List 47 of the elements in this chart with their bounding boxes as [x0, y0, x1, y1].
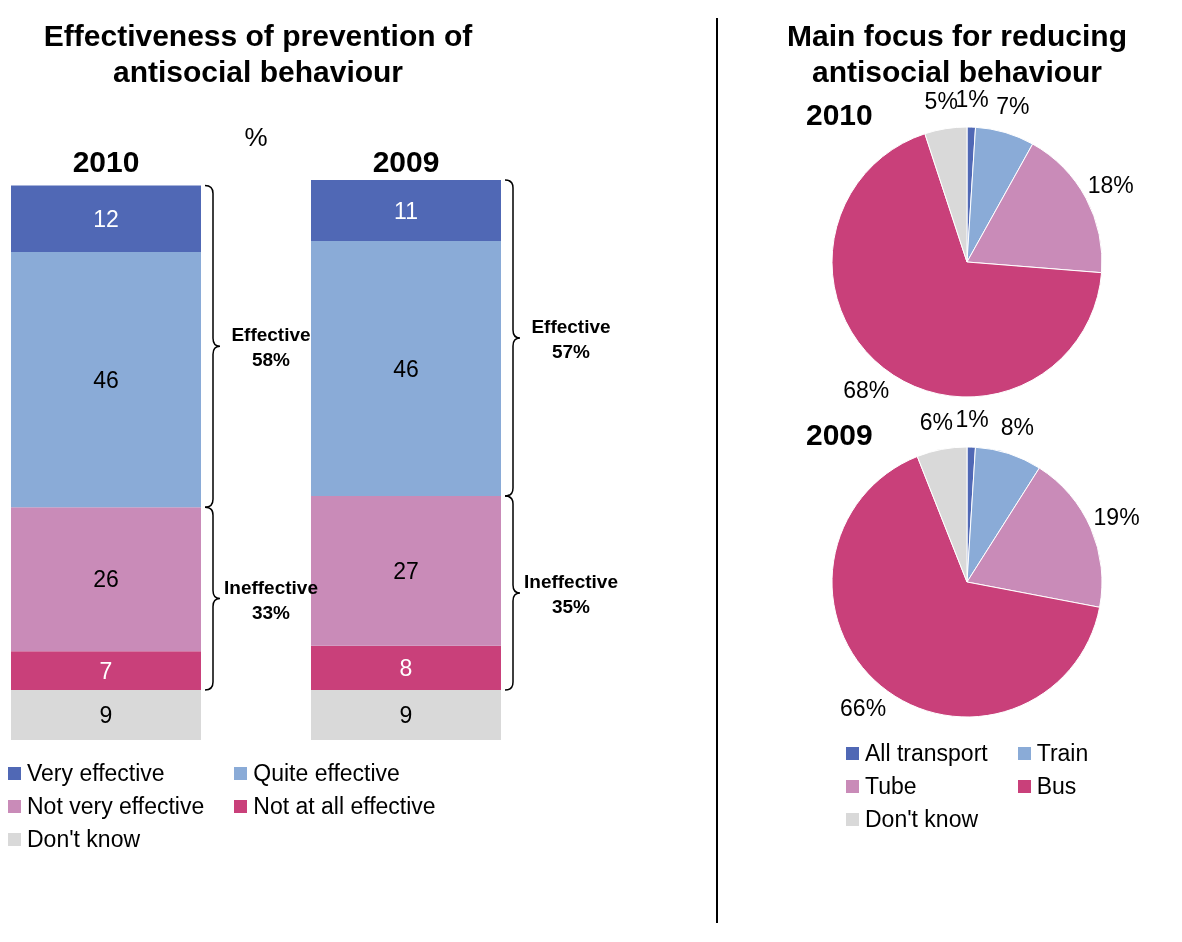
legend-label: Don't know: [865, 806, 979, 833]
bar: [311, 645, 501, 691]
text: %: [243, 122, 269, 153]
legend-label: Very effective: [27, 760, 165, 787]
legend-label: Not at all effective: [253, 793, 436, 820]
legend-label: Tube: [865, 773, 917, 800]
bar: [11, 507, 201, 652]
data-label: 5%: [924, 88, 958, 115]
data-label: 12: [93, 205, 119, 232]
annotation: Effective 57%: [531, 316, 611, 363]
legend-label: Train: [1036, 740, 1089, 767]
data-label: 68%: [843, 377, 890, 404]
data-label: 8: [399, 655, 413, 682]
bar: [11, 252, 201, 508]
annotation: Ineffective 35%: [524, 571, 618, 618]
bar: [11, 651, 201, 691]
data-label: 7: [99, 657, 113, 684]
bar: [311, 240, 501, 497]
legend-label: Not very effective: [27, 793, 205, 820]
legend-label: Quite effective: [253, 760, 400, 787]
data-label: 27: [393, 558, 419, 585]
data-label: 46: [393, 355, 419, 382]
data-label: 26: [93, 566, 119, 593]
data-label: 11: [394, 197, 418, 224]
annotation: Ineffective 33%: [224, 576, 318, 623]
data-label: 66%: [840, 694, 887, 721]
data-label: 7%: [996, 92, 1030, 119]
legend-label: Don't know: [27, 826, 141, 853]
bar: [311, 180, 501, 241]
bar: [11, 690, 201, 740]
data-label: 6%: [919, 408, 954, 435]
data-label: 9: [99, 702, 113, 729]
data-label: 1%: [955, 406, 989, 433]
chart-subtitle: 2010: [806, 98, 873, 132]
bar: [11, 185, 201, 253]
chart-title: Effectiveness of prevention of antisocial behaviour: [42, 18, 474, 90]
annotation: Effective 58%: [231, 324, 311, 371]
data-label: 8%: [1000, 413, 1034, 440]
data-label: 18%: [1087, 172, 1134, 199]
data-label: 9: [399, 702, 413, 729]
data-label: 19%: [1093, 504, 1140, 531]
legend-label: Bus: [1036, 773, 1077, 800]
chart-subtitle: 2009: [806, 418, 873, 452]
chart-title: Main focus for reducing antisocial behaviour: [786, 18, 1128, 90]
bar: [311, 690, 501, 740]
data-label: 46: [93, 366, 119, 393]
legend-label: All transport: [865, 740, 988, 767]
